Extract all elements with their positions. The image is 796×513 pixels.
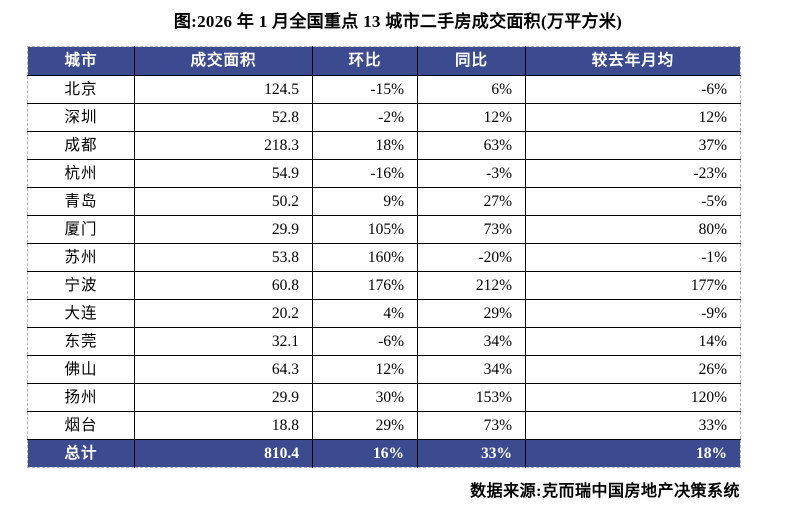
city-cell: 宁波 <box>27 271 135 300</box>
value-cell: -16% <box>312 159 418 188</box>
value-cell: 160% <box>312 243 418 272</box>
city-cell: 扬州 <box>27 383 135 412</box>
column-header-city: 城市 <box>27 46 135 76</box>
city-cell: 苏州 <box>27 243 135 272</box>
value-cell: 37% <box>525 131 741 160</box>
data-table: 城市 成交面积 环比 同比 较去年月均 北京 124.5 -15% 6% -6% 深圳 52… <box>27 46 741 468</box>
table-row: 佛山 64.3 12% 34% 26% <box>27 355 741 384</box>
value-cell: 12% <box>312 355 418 384</box>
value-cell: -6% <box>525 75 741 104</box>
city-cell: 青岛 <box>27 187 135 216</box>
value-cell: 124.5 <box>134 75 313 104</box>
column-header-area: 成交面积 <box>134 46 313 76</box>
value-cell: 29% <box>312 411 418 440</box>
value-cell: 52.8 <box>134 103 313 132</box>
value-cell: 12% <box>417 103 526 132</box>
value-cell: -15% <box>312 75 418 104</box>
value-cell: 177% <box>525 271 741 300</box>
value-cell: 120% <box>525 383 741 412</box>
data-source-note: 数据来源:克而瑞中国房地产决策系统 <box>470 483 740 500</box>
value-cell: -2% <box>312 103 418 132</box>
value-cell: 153% <box>417 383 526 412</box>
value-cell: -9% <box>525 299 741 328</box>
city-cell: 大连 <box>27 299 135 328</box>
table-row: 成都 218.3 18% 63% 37% <box>27 131 741 160</box>
value-cell: 63% <box>417 131 526 160</box>
value-cell: 212% <box>417 271 526 300</box>
table-row: 厦门 29.9 105% 73% 80% <box>27 215 741 244</box>
table-row: 宁波 60.8 176% 212% 177% <box>27 271 741 300</box>
value-cell: 18.8 <box>134 411 313 440</box>
value-cell: 9% <box>312 187 418 216</box>
value-cell: -6% <box>312 327 418 356</box>
city-cell: 厦门 <box>27 215 135 244</box>
table-row: 北京 124.5 -15% 6% -6% <box>27 75 741 104</box>
value-cell: 29.9 <box>134 383 313 412</box>
value-cell: 14% <box>525 327 741 356</box>
value-cell: 27% <box>417 187 526 216</box>
city-cell: 烟台 <box>27 411 135 440</box>
value-cell: 53.8 <box>134 243 313 272</box>
data-table-container: 城市 成交面积 环比 同比 较去年月均 北京 124.5 -15% 6% -6% 深圳 52… <box>27 46 741 468</box>
table-row: 烟台 18.8 29% 73% 33% <box>27 411 741 440</box>
value-cell: 4% <box>312 299 418 328</box>
table-row: 青岛 50.2 9% 27% -5% <box>27 187 741 216</box>
table-row: 扬州 29.9 30% 153% 120% <box>27 383 741 412</box>
value-cell: 64.3 <box>134 355 313 384</box>
column-header-mom: 环比 <box>312 46 418 76</box>
value-cell: 54.9 <box>134 159 313 188</box>
table-row: 大连 20.2 4% 29% -9% <box>27 299 741 328</box>
table-row: 东莞 32.1 -6% 34% 14% <box>27 327 741 356</box>
value-cell: 105% <box>312 215 418 244</box>
value-cell: -23% <box>525 159 741 188</box>
page-title: 图:2026 年 1 月全国重点 13 城市二手房成交面积(万平方米) <box>173 12 623 31</box>
value-cell: 176% <box>312 271 418 300</box>
value-cell: 34% <box>417 355 526 384</box>
value-cell: 50.2 <box>134 187 313 216</box>
value-cell: 33% <box>525 411 741 440</box>
total-yoy: 33% <box>417 439 526 468</box>
value-cell: -3% <box>417 159 526 188</box>
value-cell: 73% <box>417 215 526 244</box>
table-row: 杭州 54.9 -16% -3% -23% <box>27 159 741 188</box>
value-cell: -5% <box>525 187 741 216</box>
total-row: 总计 810.4 16% 33% 18% <box>27 439 741 468</box>
table-body: 北京 124.5 -15% 6% -6% 深圳 52.8 -2% 12% 12% 成都 218.3 18… <box>27 75 741 440</box>
city-cell: 杭州 <box>27 159 135 188</box>
value-cell: 32.1 <box>134 327 313 356</box>
value-cell: 80% <box>525 215 741 244</box>
table-row: 深圳 52.8 -2% 12% 12% <box>27 103 741 132</box>
value-cell: 29% <box>417 299 526 328</box>
value-cell: 6% <box>417 75 526 104</box>
city-cell: 佛山 <box>27 355 135 384</box>
value-cell: 218.3 <box>134 131 313 160</box>
value-cell: 26% <box>525 355 741 384</box>
table-header-row: 城市 成交面积 环比 同比 较去年月均 <box>27 46 741 76</box>
city-cell: 深圳 <box>27 103 135 132</box>
city-cell: 成都 <box>27 131 135 160</box>
value-cell: 30% <box>312 383 418 412</box>
column-header-vs-avg: 较去年月均 <box>525 46 741 76</box>
value-cell: 29.9 <box>134 215 313 244</box>
value-cell: 12% <box>525 103 741 132</box>
value-cell: 73% <box>417 411 526 440</box>
total-mom: 16% <box>312 439 418 468</box>
total-area: 810.4 <box>134 439 313 468</box>
total-vs-avg: 18% <box>525 439 741 468</box>
value-cell: 34% <box>417 327 526 356</box>
total-label: 总计 <box>27 439 135 468</box>
table-row: 苏州 53.8 160% -20% -1% <box>27 243 741 272</box>
value-cell: 20.2 <box>134 299 313 328</box>
city-cell: 北京 <box>27 75 135 104</box>
column-header-yoy: 同比 <box>417 46 526 76</box>
value-cell: 60.8 <box>134 271 313 300</box>
value-cell: 18% <box>312 131 418 160</box>
value-cell: -1% <box>525 243 741 272</box>
value-cell: -20% <box>417 243 526 272</box>
city-cell: 东莞 <box>27 327 135 356</box>
